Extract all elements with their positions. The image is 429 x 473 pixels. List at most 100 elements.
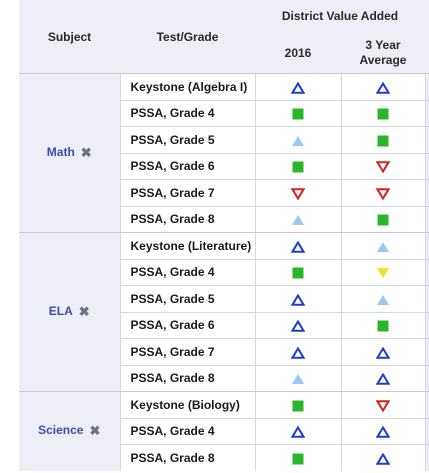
edge-header xyxy=(425,0,429,74)
table-row: PSSA, Grade 4 xyxy=(19,417,429,445)
blue-outline-triangle-up-icon xyxy=(291,426,305,438)
value-2016-cell xyxy=(254,391,341,418)
table-row: PSSA, Grade 8 xyxy=(19,364,429,392)
test-grade-cell: PSSA, Grade 4 xyxy=(119,417,255,445)
value-3yr-cell xyxy=(340,126,425,153)
edge-cell xyxy=(424,205,429,233)
blue-outline-triangle-up-icon xyxy=(376,346,390,359)
test-grade-cell: Keystone (Literature) xyxy=(119,232,255,259)
table-row: PSSA, Grade 5 xyxy=(19,126,429,153)
edge-cell xyxy=(424,311,429,339)
subject-label[interactable]: Science xyxy=(38,423,84,438)
blue-outline-triangle-up-icon xyxy=(376,373,390,385)
test-grade-cell: PSSA, Grade 4 xyxy=(119,258,255,286)
test-grade-cell: PSSA, Grade 7 xyxy=(119,338,255,365)
edge-cell xyxy=(424,232,429,259)
value-3yr-cell xyxy=(340,444,425,471)
test-grade-cell: PSSA, Grade 4 xyxy=(119,99,255,127)
edge-cell xyxy=(424,391,429,418)
table-row: PSSA, Grade 7 xyxy=(19,179,429,206)
yellow-triangle-down-icon xyxy=(376,267,390,279)
test-grade-cell: PSSA, Grade 7 xyxy=(119,179,255,206)
table-row: Science ✖ Keystone (Biology) xyxy=(19,391,429,471)
value-3yr-cell xyxy=(340,285,425,312)
remove-icon[interactable]: ✖ xyxy=(80,145,92,160)
value-3yr-cell xyxy=(340,391,425,418)
table-row: PSSA, Grade 4 xyxy=(19,258,429,286)
edge-cell xyxy=(424,126,429,153)
value-3yr-cell xyxy=(340,152,425,180)
remove-icon[interactable]: ✖ xyxy=(78,304,90,319)
light-blue-filled-triangle-up-icon xyxy=(291,373,305,385)
value-2016-cell xyxy=(254,126,341,153)
table-row: PSSA, Grade 5 xyxy=(19,285,429,312)
value-3yr-cell xyxy=(340,258,425,286)
value-3yr-cell xyxy=(340,364,425,392)
value-3yr-cell xyxy=(340,311,425,339)
light-blue-filled-triangle-up-icon xyxy=(376,241,390,253)
three-year-average-column-header: 3 Year Average xyxy=(341,32,425,74)
test-grade-cell: PSSA, Grade 8 xyxy=(119,364,255,392)
red-outline-triangle-down-icon xyxy=(291,187,305,200)
value-2016-cell xyxy=(254,205,341,233)
light-blue-filled-triangle-up-icon xyxy=(376,294,390,306)
table-row: ELA ✖ Keystone (Literature) xyxy=(19,232,429,392)
blue-outline-triangle-up-icon xyxy=(291,293,305,306)
edge-cell xyxy=(424,152,429,180)
red-outline-triangle-down-icon xyxy=(376,187,390,200)
green-square-icon xyxy=(292,400,304,412)
value-2016-cell xyxy=(254,338,341,365)
value-3yr-cell xyxy=(340,338,425,365)
green-square-icon xyxy=(377,214,389,226)
blue-outline-triangle-up-icon xyxy=(291,240,305,253)
red-outline-triangle-down-icon xyxy=(376,161,390,174)
green-square-icon xyxy=(292,267,304,279)
table-body: Math ✖ Keystone (Algebra I) PSSA, Grade 4 PS… xyxy=(19,73,429,471)
edge-cell xyxy=(424,179,429,206)
edge-cell xyxy=(424,258,429,286)
value-2016-cell xyxy=(254,73,341,100)
value-3yr-cell xyxy=(340,205,425,233)
value-2016-cell xyxy=(254,285,341,312)
subject-column-header: Subject xyxy=(19,0,120,74)
edge-cell xyxy=(424,417,429,445)
value-2016-cell xyxy=(254,179,341,206)
red-outline-triangle-down-icon xyxy=(376,399,390,412)
value-2016-cell xyxy=(254,311,341,339)
value-3yr-cell xyxy=(340,73,425,100)
test-grade-cell: PSSA, Grade 5 xyxy=(119,285,255,312)
subject-label[interactable]: Math xyxy=(46,145,75,159)
edge-cell xyxy=(424,99,429,127)
table-row: PSSA, Grade 7 xyxy=(19,338,429,365)
edge-cell xyxy=(424,444,429,471)
blue-outline-triangle-up-icon xyxy=(291,81,305,94)
table-row: PSSA, Grade 6 xyxy=(19,311,429,339)
table-row: PSSA, Grade 8 xyxy=(19,205,429,233)
subject-label[interactable]: ELA xyxy=(48,304,73,318)
district-value-added-table: Subject Test/Grade District Value Added … xyxy=(19,0,429,471)
green-square-icon xyxy=(292,161,304,173)
edge-cell xyxy=(424,285,429,312)
value-2016-cell xyxy=(254,417,341,445)
test-grade-cell: Keystone (Biology) xyxy=(119,391,255,418)
subject-cell-ela: ELA ✖ xyxy=(19,232,120,392)
value-2016-cell xyxy=(254,232,341,259)
green-square-icon xyxy=(292,453,304,465)
blue-outline-triangle-up-icon xyxy=(376,81,390,94)
value-2016-cell xyxy=(254,258,341,286)
remove-icon[interactable]: ✖ xyxy=(89,423,101,439)
blue-outline-triangle-up-icon xyxy=(291,320,305,332)
blue-outline-triangle-up-icon xyxy=(376,452,390,465)
green-square-icon xyxy=(377,108,389,120)
year-2016-column-header: 2016 xyxy=(255,32,341,74)
test-grade-cell: PSSA, Grade 5 xyxy=(119,126,255,153)
test-grade-cell: PSSA, Grade 6 xyxy=(119,311,255,339)
value-2016-cell xyxy=(254,444,341,471)
district-value-added-header: District Value Added xyxy=(255,0,425,32)
test-grade-cell: PSSA, Grade 6 xyxy=(119,152,255,180)
table-row: PSSA, Grade 6 xyxy=(19,152,429,180)
edge-cell xyxy=(424,364,429,392)
green-square-icon xyxy=(377,320,389,332)
blue-outline-triangle-up-icon xyxy=(291,346,305,359)
edge-cell xyxy=(424,73,429,100)
